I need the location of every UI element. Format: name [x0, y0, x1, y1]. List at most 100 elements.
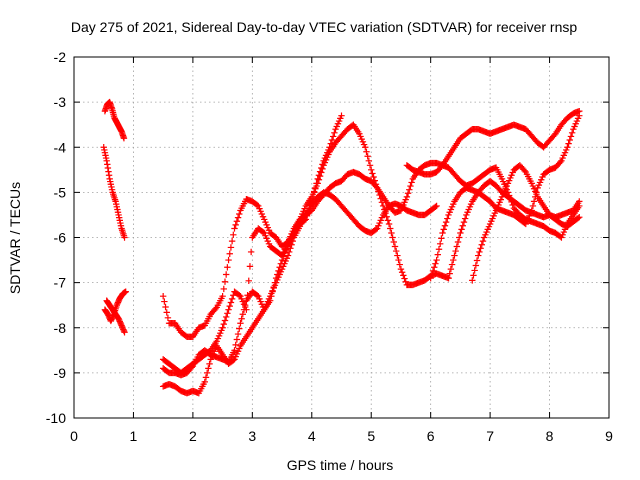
- data-point: [438, 235, 444, 241]
- data-point: [391, 239, 397, 245]
- data-point: [221, 321, 227, 327]
- data-point: [442, 223, 448, 229]
- data-point: [222, 279, 228, 285]
- data-point: [449, 261, 455, 267]
- data-point: [229, 296, 235, 302]
- data-point: [470, 272, 476, 278]
- data-point: [206, 361, 212, 367]
- data-point: [473, 262, 479, 268]
- data-point: [565, 140, 571, 146]
- data-point: [367, 162, 373, 168]
- data-point: [388, 230, 394, 236]
- data-point: [161, 298, 167, 304]
- data-point: [331, 130, 337, 136]
- data-point: [231, 225, 237, 231]
- data-point: [164, 309, 170, 315]
- x-axis-label: GPS time / hours: [287, 457, 394, 473]
- x-tick-label: 2: [189, 428, 197, 444]
- data-point: [399, 269, 405, 275]
- data-point: [454, 243, 460, 249]
- data-point: [443, 219, 449, 225]
- y-tick-label: -9: [54, 365, 67, 381]
- data-point: [460, 223, 466, 229]
- data-point: [385, 217, 391, 223]
- data-point: [435, 251, 441, 257]
- data-point: [474, 257, 480, 263]
- data-point: [476, 249, 482, 255]
- y-tick-label: -7: [54, 275, 67, 291]
- grid: [74, 57, 609, 418]
- data-point: [433, 257, 439, 263]
- series-arc-c: [102, 288, 129, 324]
- x-tick-label: 0: [70, 428, 78, 444]
- data-point: [204, 370, 210, 376]
- data-point: [444, 215, 450, 221]
- data-point: [432, 260, 438, 266]
- data-point: [456, 234, 462, 240]
- data-point: [224, 310, 230, 316]
- data-point: [567, 137, 573, 143]
- data-point: [237, 320, 243, 326]
- x-tick-label: 5: [367, 428, 375, 444]
- data-point: [450, 257, 456, 263]
- data-point: [530, 203, 536, 209]
- data-point: [363, 149, 369, 155]
- data-point: [364, 153, 370, 159]
- data-point: [431, 264, 437, 270]
- x-tick-label: 7: [486, 428, 494, 444]
- data-point: [455, 239, 461, 245]
- data-point: [248, 249, 254, 255]
- data-point: [203, 374, 209, 380]
- y-tick-label: -3: [54, 94, 67, 110]
- data-point: [461, 219, 467, 225]
- data-point: [227, 303, 233, 309]
- data-point: [224, 264, 230, 270]
- data-point: [229, 238, 235, 244]
- data-point: [437, 241, 443, 247]
- data-point: [223, 271, 229, 277]
- chart-title: Day 275 of 2021, Sidereal Day-to-day VTE…: [71, 19, 577, 35]
- data-point: [407, 183, 413, 189]
- data-point: [475, 252, 481, 258]
- data-point: [235, 214, 241, 220]
- data-point: [457, 230, 463, 236]
- data-point: [436, 246, 442, 252]
- data-point: [395, 257, 401, 263]
- y-tick-label: -10: [46, 410, 66, 426]
- data-point: [238, 316, 244, 322]
- data-marks: [101, 99, 583, 396]
- data-point: [369, 170, 375, 176]
- y-tick-label: -5: [54, 184, 67, 200]
- data-point: [387, 225, 393, 231]
- data-point: [227, 251, 233, 257]
- data-point: [330, 133, 336, 139]
- data-point: [228, 244, 234, 250]
- data-point: [397, 261, 403, 267]
- data-point: [235, 331, 241, 337]
- data-point: [569, 130, 575, 136]
- data-point: [477, 245, 483, 251]
- x-tick-label: 9: [605, 428, 613, 444]
- data-point: [568, 133, 574, 139]
- data-point: [458, 226, 464, 232]
- sdtvar-chart: Day 275 of 2021, Sidereal Day-to-day VTE…: [0, 0, 640, 480]
- data-point: [405, 190, 411, 196]
- series-arc-f: [160, 121, 452, 376]
- y-tick-label: -6: [54, 230, 67, 246]
- data-point: [392, 243, 398, 249]
- axis-ticks: 0 1 2 3 4 5 6 7 8 9-10-9-8-7-6-5-4-3-2: [46, 49, 613, 444]
- data-point: [386, 221, 392, 227]
- x-tick-label: 4: [308, 428, 316, 444]
- data-point: [232, 222, 238, 228]
- data-point: [439, 230, 445, 236]
- data-point: [452, 248, 458, 254]
- data-point: [225, 307, 231, 313]
- data-point: [234, 218, 240, 224]
- y-tick-label: -2: [54, 49, 67, 65]
- data-point: [232, 342, 238, 348]
- data-point: [205, 365, 211, 371]
- x-tick-label: 6: [427, 428, 435, 444]
- data-point: [401, 275, 407, 281]
- data-point: [222, 317, 228, 323]
- data-point: [162, 304, 168, 310]
